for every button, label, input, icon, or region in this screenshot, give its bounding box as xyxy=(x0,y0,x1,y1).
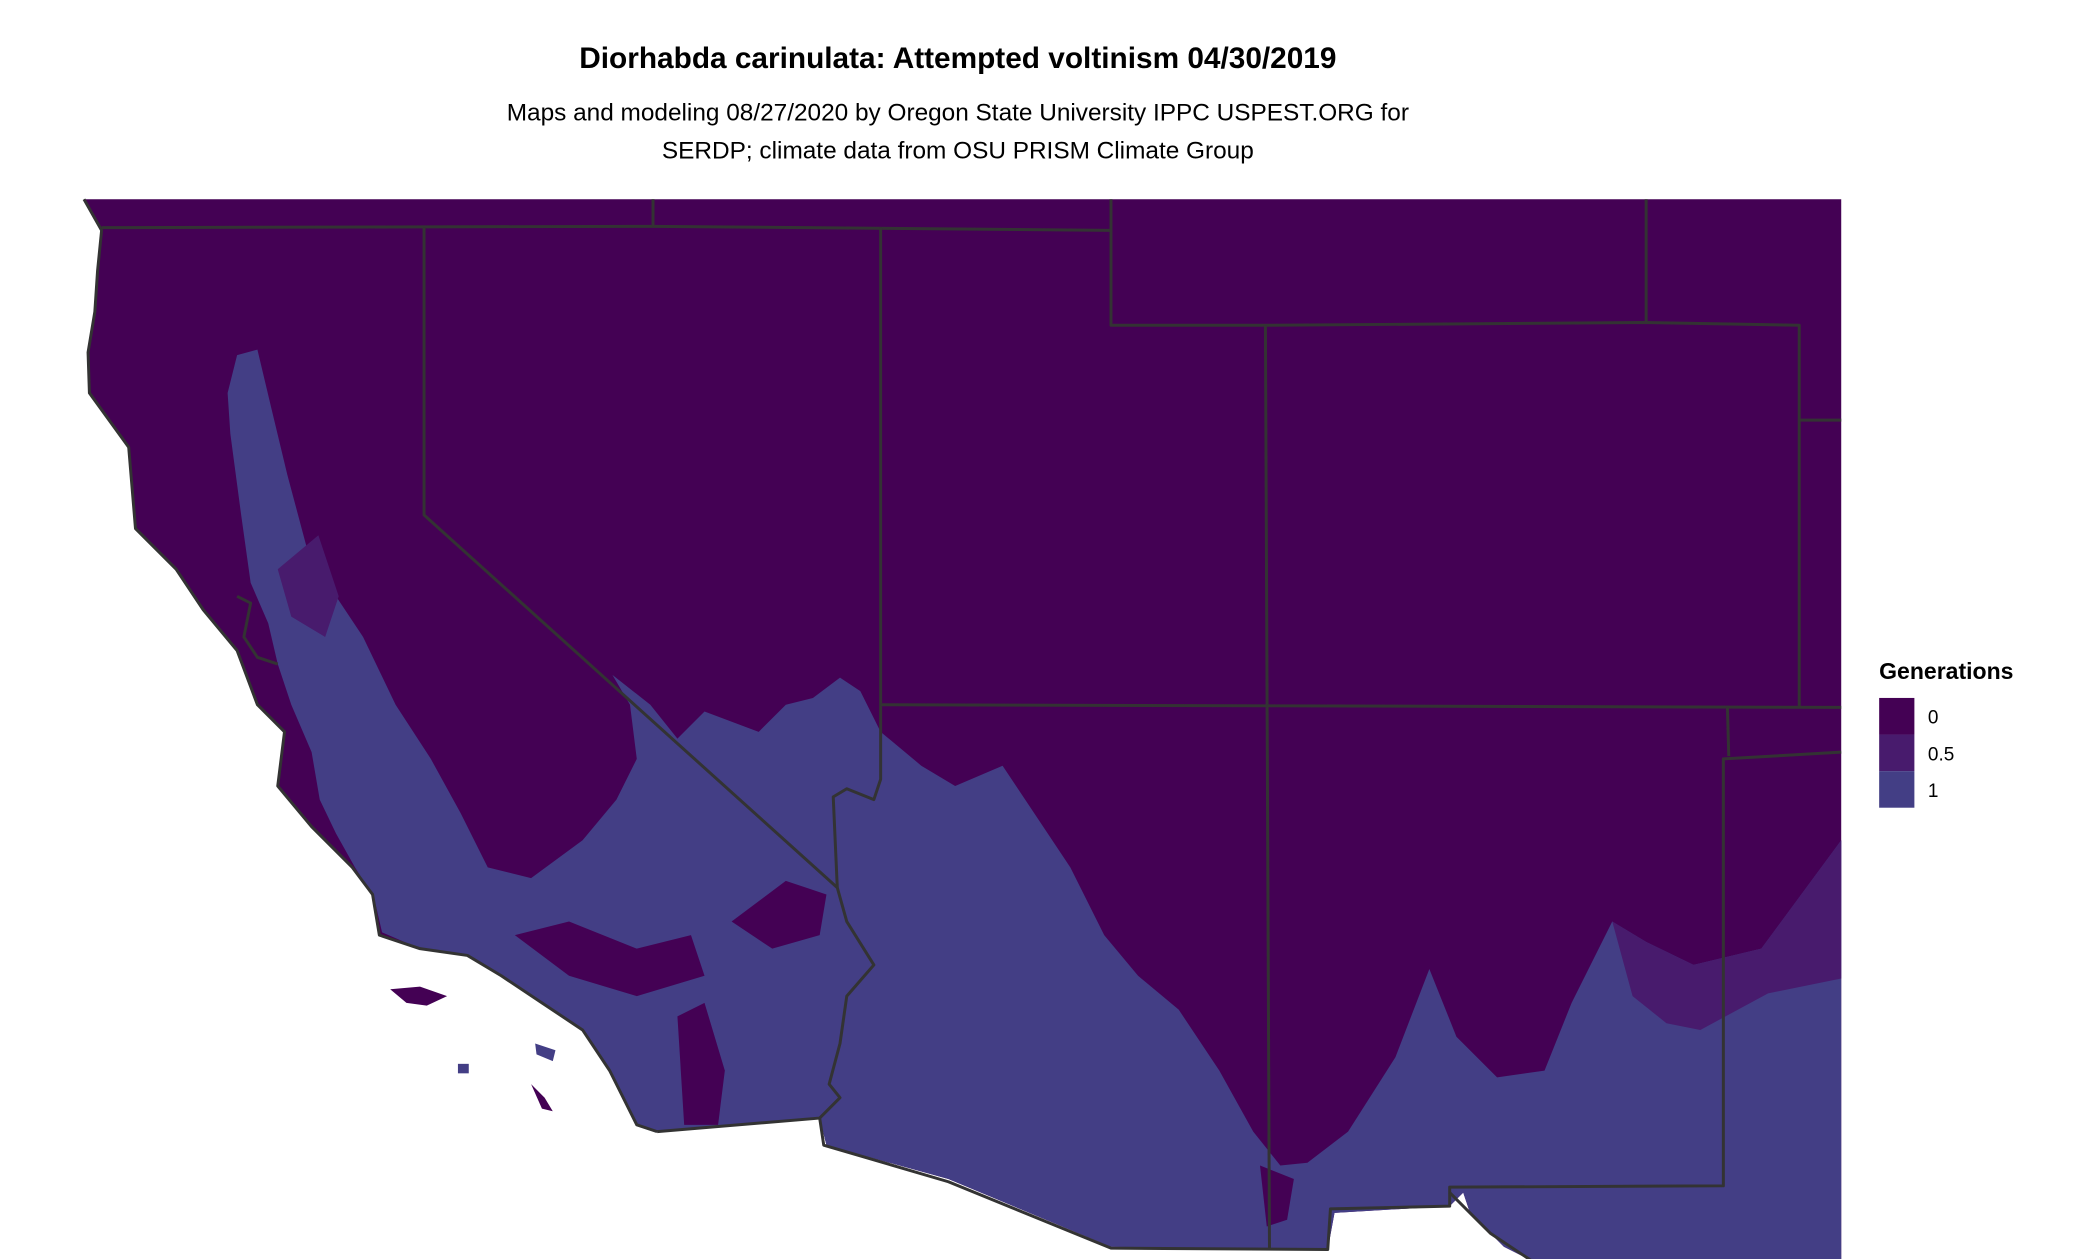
region-generations-0 xyxy=(84,199,1842,1259)
region-generations-0 xyxy=(731,880,827,949)
region-generations-0 xyxy=(514,921,705,997)
raster-layer xyxy=(84,199,1842,1259)
island xyxy=(531,1084,553,1112)
legend: Generations 0 0.5 1 xyxy=(1879,658,2013,808)
region-generations-0.5 xyxy=(277,535,339,637)
region-generations-1 xyxy=(227,349,1842,1259)
map-title: Diorhabda carinulata: Attempted voltinis… xyxy=(579,42,1336,75)
island xyxy=(535,1043,556,1062)
legend-swatch-0.5 xyxy=(1879,734,1915,772)
region-generations-0 xyxy=(677,1002,725,1125)
legend-label-0: 0 xyxy=(1928,708,1939,729)
island xyxy=(457,1063,469,1074)
region-generations-0.5 xyxy=(1612,840,1842,1030)
legend-title: Generations xyxy=(1879,658,2013,684)
legend-label-0.5: 0.5 xyxy=(1928,744,1954,765)
island xyxy=(390,986,448,1006)
state-borders xyxy=(82,198,1842,1259)
legend-swatch-0 xyxy=(1879,697,1915,735)
legend-label-1: 1 xyxy=(1928,781,1939,802)
map-subtitle-line-1: Maps and modeling 08/27/2020 by Oregon S… xyxy=(507,100,1409,127)
legend-swatch-1 xyxy=(1879,771,1915,808)
map-subtitle-line-2: SERDP; climate data from OSU PRISM Clima… xyxy=(662,138,1254,165)
